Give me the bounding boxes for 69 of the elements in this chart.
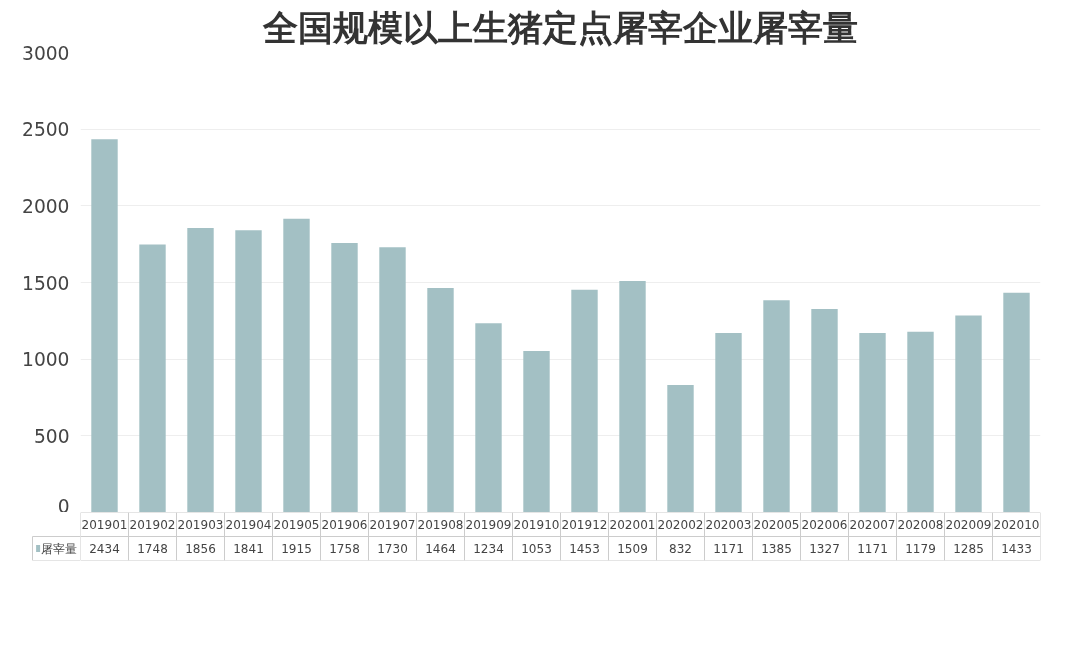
bar xyxy=(907,331,934,512)
x-tick-label: 201904 xyxy=(225,518,272,532)
data-label: 1171 xyxy=(713,542,744,556)
x-tick-label: 202005 xyxy=(753,518,800,532)
bar xyxy=(619,281,646,512)
data-label: 1915 xyxy=(281,542,312,556)
x-tick-label: 202003 xyxy=(705,518,752,532)
x-tick-label: 202007 xyxy=(849,518,896,532)
data-label: 1285 xyxy=(953,542,984,556)
x-tick-label: 201906 xyxy=(321,518,368,532)
y-tick-label: 0 xyxy=(57,495,70,517)
data-label: 1234 xyxy=(473,542,504,556)
data-label: 2434 xyxy=(89,542,120,556)
data-label: 832 xyxy=(669,542,692,556)
bar xyxy=(955,315,982,512)
bar xyxy=(187,227,214,512)
x-tick-label: 202008 xyxy=(897,518,944,532)
data-label: 1730 xyxy=(377,542,408,556)
bar xyxy=(715,332,742,512)
y-tick-label: 3000 xyxy=(22,42,70,64)
bar xyxy=(283,218,310,512)
x-tick-label: 201902 xyxy=(129,518,176,532)
data-label: 1509 xyxy=(617,542,648,556)
x-tick-label: 202010 xyxy=(993,518,1040,532)
bar xyxy=(859,332,886,512)
y-tick-label: 500 xyxy=(33,425,70,447)
data-label: 1385 xyxy=(761,542,792,556)
data-label: 1841 xyxy=(233,542,264,556)
y-tick-label: 1000 xyxy=(22,349,70,371)
bar xyxy=(331,242,358,512)
data-label: 1053 xyxy=(521,542,552,556)
x-tick-label: 202006 xyxy=(801,518,848,532)
bar xyxy=(139,244,166,512)
x-tick-label: 202002 xyxy=(657,518,704,532)
bar xyxy=(475,323,502,512)
data-label: 1433 xyxy=(1001,542,1032,556)
bar xyxy=(571,289,598,512)
x-tick-label: 201903 xyxy=(177,518,224,532)
x-tick-label: 201907 xyxy=(369,518,416,532)
data-label: 1758 xyxy=(329,542,360,556)
y-tick-label: 1500 xyxy=(22,272,70,294)
bar xyxy=(379,247,406,512)
bar xyxy=(427,288,454,512)
data-label: 1464 xyxy=(425,542,456,556)
bar xyxy=(235,230,262,512)
x-tick-label: 202001 xyxy=(609,518,656,532)
bar xyxy=(1003,292,1030,512)
x-tick-label: 201905 xyxy=(273,518,320,532)
bar xyxy=(811,309,838,512)
data-label: 1327 xyxy=(809,542,840,556)
bar xyxy=(523,351,550,512)
x-tick-label: 201908 xyxy=(417,518,464,532)
y-tick-label: 2500 xyxy=(22,119,70,141)
bar xyxy=(763,300,790,512)
x-tick-label: 201901 xyxy=(81,518,128,532)
x-tick-label: 201909 xyxy=(465,518,512,532)
data-label: 1453 xyxy=(569,542,600,556)
data-label: 1748 xyxy=(137,542,168,556)
data-label: 1171 xyxy=(857,542,888,556)
chart-title: 全国规模以上生猪定点屠宰企业屠宰量 xyxy=(262,7,858,48)
data-label: 1856 xyxy=(185,542,216,556)
data-label: 1179 xyxy=(905,542,936,556)
x-tick-label: 201910 xyxy=(513,518,560,532)
x-tick-label: 201912 xyxy=(561,518,608,532)
bar xyxy=(667,384,694,512)
legend-label: 屠宰量 xyxy=(40,541,77,556)
x-tick-label: 202009 xyxy=(945,518,992,532)
bar xyxy=(91,139,118,512)
y-tick-label: 2000 xyxy=(22,195,70,217)
